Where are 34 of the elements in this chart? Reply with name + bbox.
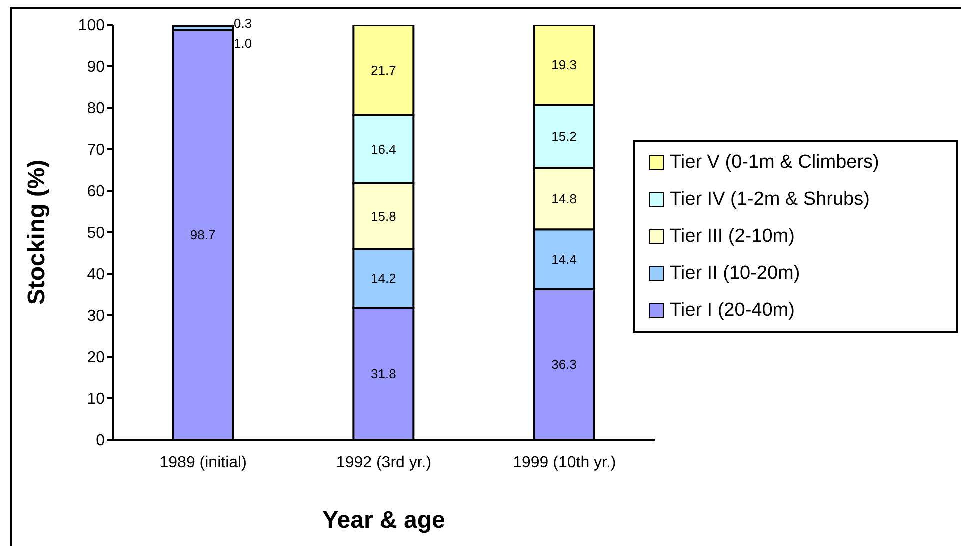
- legend-label: Tier II (10-20m): [670, 262, 800, 284]
- data-label: 0.3: [234, 16, 252, 32]
- data-label: 98.7: [190, 228, 216, 243]
- legend-label: Tier I (20-40m): [670, 300, 795, 322]
- x-tick-label: 1989 (initial): [160, 454, 247, 472]
- y-tick-label: 50: [87, 225, 106, 242]
- y-tick-label: 10: [87, 391, 106, 408]
- data-label: 21.7: [371, 62, 396, 78]
- data-label: 15.8: [371, 208, 396, 224]
- y-tick-label: 90: [87, 59, 106, 76]
- y-tick-label: 60: [87, 184, 106, 201]
- legend-label: Tier IV (1-2m & Shrubs): [670, 188, 870, 210]
- legend-label: Tier III (2-10m): [670, 226, 795, 248]
- y-tick-label: 20: [87, 350, 106, 367]
- legend-label: Tier V (0-1m & Climbers): [670, 152, 880, 174]
- data-label: 31.8: [371, 366, 396, 382]
- data-label: 15.2: [552, 129, 577, 144]
- data-label: 14.4: [552, 252, 577, 267]
- x-tick-label: 1999 (10th yr.): [513, 454, 616, 472]
- y-tick-label: 70: [87, 142, 106, 160]
- x-axis-title: Year & age: [322, 507, 446, 534]
- y-tick-label: 40: [87, 266, 106, 284]
- data-label: 1.0: [234, 36, 252, 51]
- y-tick-label: 100: [78, 18, 106, 35]
- data-label: 16.4: [371, 142, 396, 157]
- data-label: 14.2: [371, 271, 396, 286]
- y-axis-title: Stocking (%): [24, 160, 51, 306]
- data-label: 19.3: [552, 58, 577, 73]
- data-label: 36.3: [552, 357, 577, 372]
- y-tick-label: 30: [87, 308, 106, 326]
- y-tick-label: 80: [87, 100, 106, 118]
- y-tick-label: 0: [96, 432, 106, 450]
- x-tick-label: 1992 (3rd yr.): [336, 454, 432, 472]
- data-label: 14.8: [552, 191, 577, 206]
